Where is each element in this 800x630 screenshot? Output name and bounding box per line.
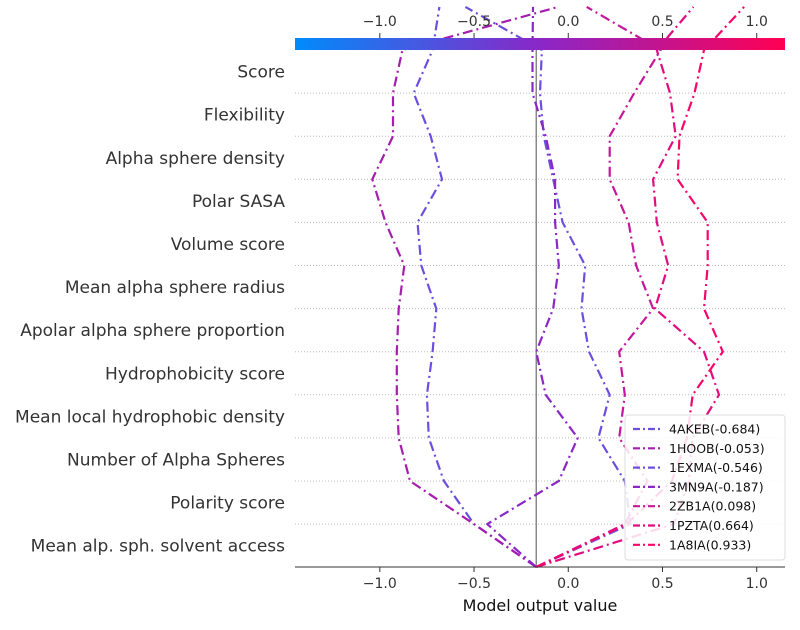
top-tick-label: 0.0 [557, 14, 579, 30]
legend-label: 1PZTA(0.664) [669, 518, 754, 533]
top-tick-label: −1.0 [363, 14, 397, 30]
legend-label: 1EXMA(-0.546) [669, 460, 763, 475]
legend-box [624, 414, 786, 561]
legend: 4AKEB(-0.684) 1HOOB(-0.053) 1EXMA(-0.546) 3… [624, 414, 786, 561]
feature-label: Hydrophobicity score [105, 364, 285, 384]
feature-label: Score [237, 63, 285, 83]
feature-labels: Score Flexibility Alpha sphere density Pola… [15, 63, 285, 557]
legend-label: 4AKEB(-0.684) [669, 422, 760, 437]
legend-label: 1A8IA(0.933) [669, 537, 751, 552]
top-tick-label: −0.5 [457, 14, 491, 30]
series-line [371, 5, 559, 568]
feature-label: Mean local hydrophobic density [15, 407, 285, 427]
legend-label: 2ZB1A(0.098) [669, 499, 756, 514]
bottom-tick-label: −0.5 [457, 576, 491, 592]
top-tick-label: 0.5 [651, 14, 673, 30]
feature-label: Number of Alpha Spheres [67, 450, 285, 470]
series-line [486, 6, 579, 568]
feature-label: Mean alp. sph. solvent access [31, 537, 285, 557]
top-tick-label: 1.0 [746, 14, 768, 30]
bottom-tick-label: 1.0 [746, 576, 768, 592]
colorbar [295, 38, 785, 50]
feature-label: Apolar alpha sphere proportion [20, 321, 285, 341]
feature-label: Volume score [171, 235, 285, 255]
x-axis-title: Model output value [463, 596, 618, 615]
feature-label: Flexibility [204, 106, 285, 126]
bottom-tick-label: 0.0 [557, 576, 579, 592]
axes: −1.0 −1.0 −0.5 −0.5 0.0 0.0 0.5 0.5 1.0 1.0 [295, 14, 785, 592]
legend-label: 1HOOB(-0.053) [669, 441, 765, 456]
bottom-tick-label: −1.0 [363, 576, 397, 592]
legend-label: 3MN9A(-0.187) [669, 479, 764, 494]
feature-label: Polar SASA [192, 192, 285, 212]
feature-label: Polarity score [170, 494, 285, 514]
bottom-tick-label: 0.5 [651, 576, 673, 592]
feature-label: Mean alpha sphere radius [65, 278, 285, 298]
series-line [464, 5, 632, 569]
series-line [412, 6, 537, 568]
feature-label: Alpha sphere density [106, 149, 285, 169]
